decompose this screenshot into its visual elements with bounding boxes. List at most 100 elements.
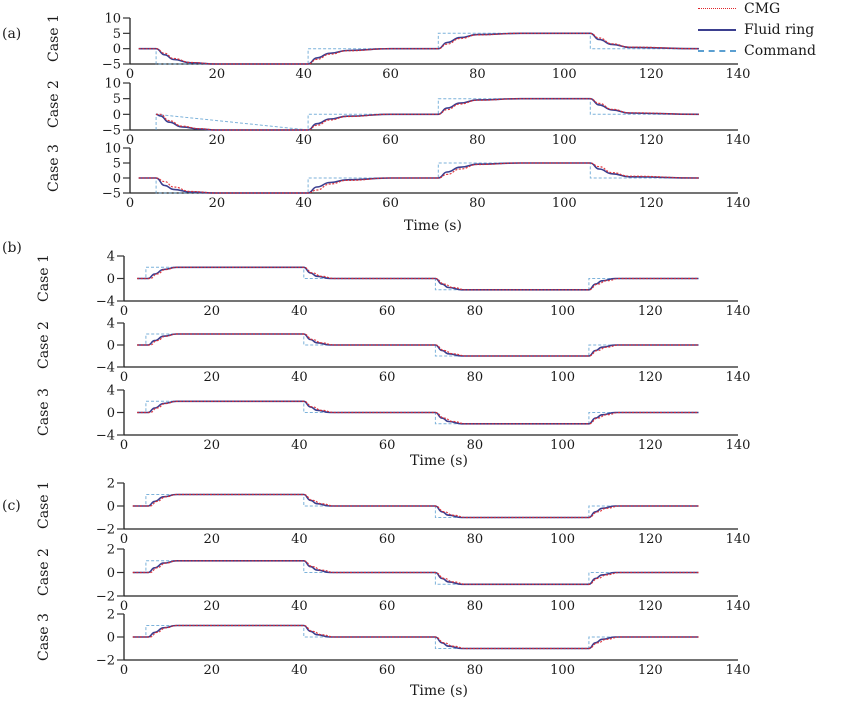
legend-swatch-cmg (698, 8, 736, 9)
x-tick-label: 120 (638, 532, 663, 547)
series-cmg (137, 266, 699, 291)
panel-label-b: (b) (2, 240, 22, 256)
x-tick-label: 20 (203, 304, 220, 319)
series-command (137, 266, 699, 291)
series-command (132, 625, 699, 649)
xlabel-b: Time (s) (410, 453, 468, 469)
x-tick-label: 140 (726, 599, 751, 614)
y-tick-label: −5 (102, 124, 121, 139)
y-tick-label: 0 (107, 339, 115, 354)
series-command (155, 98, 699, 131)
x-tick-label: 80 (467, 304, 484, 319)
x-tick-label: 20 (203, 599, 220, 614)
y-tick-label: 2 (107, 608, 115, 623)
x-tick-label: 140 (726, 438, 751, 453)
series-command (132, 494, 699, 518)
legend-label-cmg: CMG (744, 0, 781, 17)
x-tick-label: 40 (291, 438, 308, 453)
x-tick-label: 0 (126, 196, 134, 211)
x-tick-label: 0 (120, 304, 128, 319)
x-tick-label: 120 (638, 663, 663, 678)
x-tick-label: 60 (379, 438, 396, 453)
legend-label-command: Command (744, 42, 817, 59)
x-tick-label: 20 (209, 196, 226, 211)
x-tick-label: 60 (379, 599, 396, 614)
x-tick-label: 0 (120, 532, 128, 547)
y-tick-label: 0 (107, 272, 115, 287)
x-tick-label: 40 (291, 532, 308, 547)
y-tick-label: −4 (96, 295, 115, 310)
x-tick-label: 140 (726, 532, 751, 547)
series-cmg (137, 333, 699, 357)
series-fluid-ring (132, 624, 699, 650)
x-tick-label: 20 (203, 532, 220, 547)
legend-item-command: Command (698, 40, 850, 61)
y-tick-label: 0 (107, 406, 115, 421)
x-tick-label: 20 (203, 438, 220, 453)
x-tick-label: 140 (726, 67, 751, 82)
x-tick-label: 140 (726, 133, 751, 148)
y-tick-label: −4 (96, 429, 115, 444)
x-tick-label: 40 (291, 370, 308, 385)
x-tick-label: 120 (638, 370, 663, 385)
x-tick-label: 80 (469, 67, 486, 82)
x-tick-label: 40 (295, 196, 312, 211)
y-tick-label: 2 (107, 477, 115, 492)
series-cmg (132, 493, 699, 519)
x-tick-label: 80 (467, 370, 484, 385)
y-tick-label: −4 (96, 361, 115, 376)
x-tick-label: 40 (291, 304, 308, 319)
x-tick-label: 120 (638, 599, 663, 614)
x-tick-label: 0 (126, 133, 134, 148)
x-tick-label: 20 (209, 67, 226, 82)
x-tick-label: 0 (126, 67, 134, 82)
series-cmg (132, 624, 699, 650)
legend-label-fluid-ring: Fluid ring (744, 21, 815, 38)
legend-swatch-command (698, 49, 736, 52)
series-fluid-ring (137, 333, 699, 357)
x-tick-label: 80 (467, 663, 484, 678)
x-tick-label: 60 (379, 532, 396, 547)
series-fluid-ring (156, 97, 699, 131)
y-tick-label: −5 (102, 187, 121, 202)
series-cmg (138, 32, 699, 65)
series-command (137, 333, 699, 357)
xlabel-a: Time (s) (404, 218, 462, 234)
y-tick-label: 4 (107, 250, 115, 265)
x-tick-label: 100 (550, 438, 575, 453)
series-cmg (156, 98, 699, 131)
xlabel-c: Time (s) (410, 683, 468, 699)
x-tick-label: 100 (552, 196, 577, 211)
y-tick-label: 4 (107, 317, 115, 332)
x-tick-label: 20 (209, 133, 226, 148)
x-tick-label: 140 (726, 196, 751, 211)
x-tick-label: 140 (726, 304, 751, 319)
x-tick-label: 100 (550, 663, 575, 678)
x-tick-label: 0 (120, 599, 128, 614)
panel-label-a: (a) (2, 26, 22, 42)
x-tick-label: 40 (291, 599, 308, 614)
legend-swatch-fluid-ring (698, 28, 736, 31)
y-tick-label: 10 (104, 77, 121, 92)
x-tick-label: 0 (120, 663, 128, 678)
x-tick-label: 120 (639, 196, 664, 211)
y-tick-label: −2 (96, 523, 115, 538)
x-tick-label: 100 (552, 133, 577, 148)
legend-item-cmg: CMG (698, 0, 850, 19)
y-tick-label: −2 (96, 654, 115, 669)
x-tick-label: 120 (638, 438, 663, 453)
x-tick-label: 80 (467, 599, 484, 614)
x-tick-label: 40 (295, 133, 312, 148)
x-tick-label: 120 (639, 67, 664, 82)
x-tick-label: 100 (550, 370, 575, 385)
series-fluid-ring (138, 162, 699, 194)
y-tick-label: 0 (113, 42, 121, 57)
x-tick-label: 60 (382, 133, 399, 148)
x-tick-label: 100 (552, 67, 577, 82)
x-tick-label: 80 (467, 532, 484, 547)
x-tick-label: 0 (120, 370, 128, 385)
x-tick-label: 60 (379, 663, 396, 678)
x-tick-label: 120 (639, 133, 664, 148)
series-fluid-ring (137, 266, 699, 291)
